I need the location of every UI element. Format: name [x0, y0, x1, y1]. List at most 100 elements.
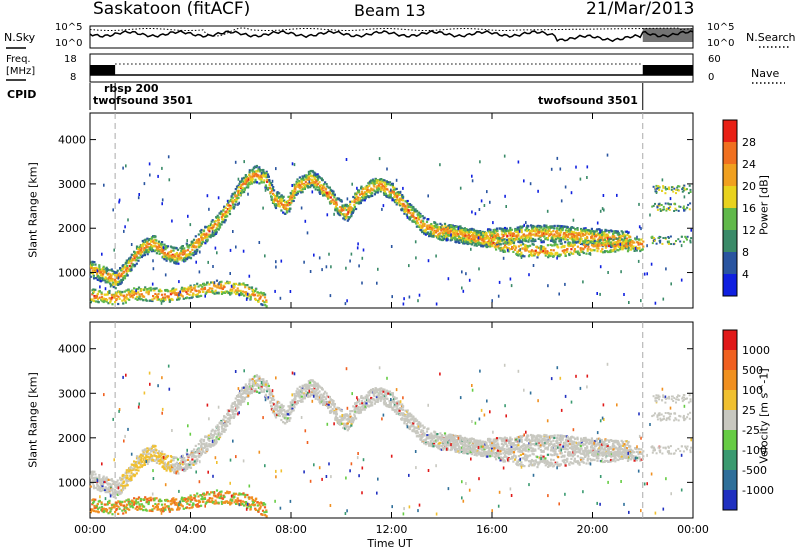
power-mark [121, 290, 124, 294]
power-mark [320, 177, 323, 180]
power-mark [296, 178, 299, 181]
power-mark [682, 207, 685, 209]
power-mark [298, 176, 301, 179]
power-mark [289, 191, 292, 195]
power-mark [207, 224, 210, 228]
power-mark [563, 232, 566, 235]
power-mark [473, 235, 476, 238]
power-mark [257, 300, 260, 303]
power-mark [544, 254, 547, 257]
power-mark [357, 196, 360, 199]
velocity-mark [94, 477, 97, 481]
power-mark [300, 178, 303, 181]
power-mark [551, 253, 554, 256]
velocity-mark [110, 478, 113, 481]
power-mark [164, 248, 167, 251]
power-mark [557, 246, 560, 249]
power-mark [111, 269, 114, 273]
power-mark [349, 259, 351, 263]
power-mark [479, 236, 482, 239]
power-mark [402, 302, 405, 306]
power-mark [360, 199, 363, 202]
power-mark [504, 250, 507, 253]
power-mark [440, 238, 443, 242]
power-mark [434, 235, 437, 238]
power-mark [462, 229, 465, 232]
power-mark [257, 175, 260, 178]
velocity-mark [158, 459, 161, 463]
power-mark [661, 242, 664, 245]
power-mark [682, 240, 685, 243]
power-mark [167, 257, 170, 260]
power-mark [558, 236, 561, 239]
velocity-mark [150, 445, 154, 448]
power-mark [371, 194, 374, 197]
velocity-mark [100, 479, 103, 482]
power-mark [549, 233, 552, 236]
power-mark [203, 283, 206, 287]
power-mark [204, 226, 207, 229]
power-mark [599, 234, 602, 237]
power-mark [386, 182, 389, 186]
power-mark [670, 282, 672, 286]
power-mark [306, 185, 309, 188]
power-mark [382, 189, 385, 192]
power-mark [521, 247, 524, 250]
power-mark [564, 254, 567, 257]
power-mark [454, 234, 458, 237]
power-mark [248, 294, 251, 297]
power-mark [94, 288, 97, 291]
velocity-mark [204, 435, 207, 439]
power-mark [270, 196, 273, 199]
power-mark [510, 238, 513, 241]
power-mark [683, 195, 686, 199]
power-mark [529, 234, 532, 237]
power-mark [408, 295, 411, 299]
power-mark [585, 252, 588, 255]
velocity-mark [120, 479, 123, 482]
power-mark [113, 248, 115, 252]
power-mark [125, 293, 128, 296]
power-mark [172, 249, 175, 252]
power-mark [634, 247, 637, 250]
power-mark [628, 242, 631, 245]
power-mark [143, 182, 146, 186]
power-mark [488, 230, 491, 233]
power-mark [575, 165, 577, 169]
velocity-mark [221, 427, 224, 430]
power-mark [122, 302, 125, 305]
velocity-mark [113, 488, 116, 491]
power-mark [329, 196, 332, 199]
velocity-mark [187, 454, 190, 457]
power-mark [584, 244, 588, 247]
power-mark [229, 198, 232, 202]
power-mark [286, 203, 289, 206]
power-mark [145, 250, 148, 254]
power-mark [114, 287, 117, 290]
power-mark [256, 291, 259, 294]
power-mark [628, 301, 630, 304]
power-mark [239, 185, 243, 188]
power-mark [185, 290, 188, 294]
power-mark [638, 246, 641, 249]
power-mark [658, 204, 661, 207]
power-mark [276, 197, 279, 200]
power-mark [551, 244, 554, 247]
power-mark [268, 182, 271, 185]
power-mark [239, 289, 242, 292]
power-mark [660, 204, 663, 206]
power-mark [292, 191, 295, 194]
power-mark [285, 211, 289, 214]
power-mark [253, 181, 256, 184]
power-mark [309, 172, 312, 175]
power-mark [347, 204, 350, 208]
power-mark [397, 192, 400, 195]
power-mark [180, 249, 183, 253]
power-mark [447, 231, 450, 234]
power-mark [376, 185, 379, 188]
power-mark [295, 193, 298, 196]
power-mark [275, 203, 278, 206]
power-mark [611, 230, 614, 233]
power-mark [155, 239, 158, 242]
power-mark [125, 270, 128, 273]
